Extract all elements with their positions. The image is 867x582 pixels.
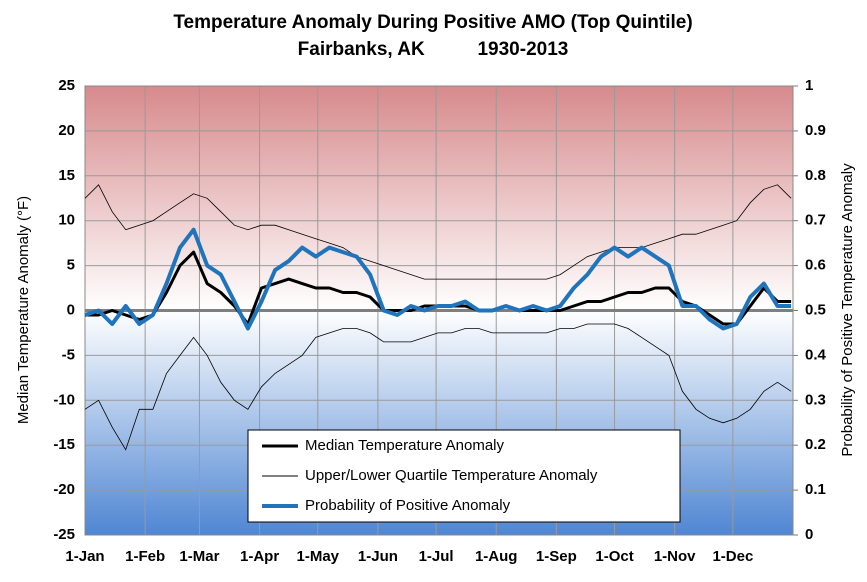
- y2-tick-label: 0.9: [805, 122, 826, 139]
- legend-box: [247, 429, 681, 523]
- x-tick-label: 1-Nov: [654, 548, 696, 565]
- x-tick-label: 1-Jan: [65, 548, 104, 565]
- x-tick-label: 1-Feb: [125, 548, 165, 565]
- legend-label: Upper/Lower Quartile Temperature Anomaly: [305, 467, 598, 484]
- y2-tick-label: 0.7: [805, 212, 826, 229]
- x-tick-label: 1-Dec: [712, 548, 753, 565]
- y2-tick-label: 0: [805, 526, 813, 543]
- x-tick-label: 1-Jun: [358, 548, 398, 565]
- legend-label: Median Temperature Anomaly: [305, 437, 504, 454]
- x-tick-label: 1-Aug: [475, 548, 518, 565]
- chart-subtitle: Fairbanks, AK 1930-2013: [298, 39, 569, 60]
- lines: [84, 184, 792, 451]
- quartile-line: [84, 184, 792, 280]
- x-tick-label: 1-May: [297, 548, 340, 565]
- x-tick-label: 1-Oct: [595, 548, 633, 565]
- y2-axis-label: Probability of Positive Temperature Anom…: [839, 163, 856, 457]
- chart-title: Temperature Anomaly During Positive AMO …: [173, 12, 692, 33]
- y2-tick-label: 1: [805, 77, 813, 94]
- y2-tick-label: 0.3: [805, 391, 826, 408]
- x-tick-label: 1-Mar: [179, 548, 219, 565]
- y-tick-label: 25: [58, 77, 75, 94]
- legend: Median Temperature Anomaly Upper/Lower Qu…: [247, 429, 681, 523]
- quartile-line: [84, 323, 792, 451]
- y2-tick-label: 0.6: [805, 257, 826, 274]
- y-tick-label: 20: [58, 122, 75, 139]
- y2-tick-label: 0.8: [805, 167, 826, 184]
- y2-tick-label: 0.2: [805, 436, 826, 453]
- y-tick-label: 10: [58, 212, 75, 229]
- y2-tick-label: 0.1: [805, 481, 826, 498]
- grid: -25 -20 -15 -10 -5 0 5 10 15 20 25 0 0.1 0.2 0.3 0.4 0.5…: [53, 77, 826, 565]
- y-tick-label: 15: [58, 167, 75, 184]
- y2-tick-label: 0.4: [805, 346, 827, 363]
- y-tick-label: -25: [53, 526, 75, 543]
- x-tick-label: 1-Apr: [240, 548, 279, 565]
- legend-label: Probability of Positive Anomaly: [305, 497, 511, 514]
- y-tick-label: 5: [67, 257, 75, 274]
- y2-tick-label: 0.5: [805, 301, 826, 318]
- y-axis-label: Median Temperature Anomaly (°F): [15, 196, 32, 424]
- y-tick-label: -10: [53, 391, 75, 408]
- x-tick-label: 1-Jul: [419, 548, 454, 565]
- x-tick-label: 1-Sep: [536, 548, 577, 565]
- y-tick-label: 0: [67, 301, 75, 318]
- y-tick-label: -15: [53, 436, 75, 453]
- y-tick-label: -20: [53, 481, 75, 498]
- y-tick-label: -5: [62, 346, 75, 363]
- series-line: [84, 227, 792, 331]
